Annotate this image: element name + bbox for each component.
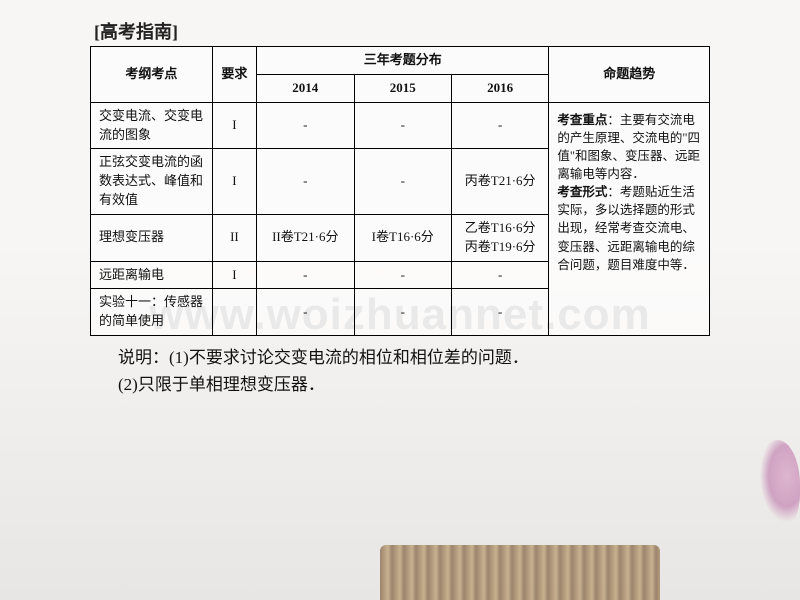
cell-2015: - <box>354 102 451 149</box>
trend-label-2: 考查形式 <box>557 185 607 199</box>
cell-2014: - <box>257 149 354 215</box>
cell-req: I <box>212 102 256 149</box>
cell-2015: I卷T16·6分 <box>354 214 451 261</box>
cell-2016: 乙卷T16·6分 丙卷T19·6分 <box>451 214 548 261</box>
header-row-1: 考纲考点 要求 三年考题分布 命题趋势 <box>91 47 710 75</box>
cell-2015: - <box>354 149 451 215</box>
notes-lead: 说明： <box>118 348 169 367</box>
cell-2014: - <box>257 102 354 149</box>
cell-topic: 交变电流、交变电流的图象 <box>91 102 213 149</box>
cell-2014: II卷T21·6分 <box>257 214 354 261</box>
cell-req: I <box>212 149 256 215</box>
th-2015: 2015 <box>354 74 451 102</box>
cell-topic: 正弦交变电流的函数表达式、峰值和有效值 <box>91 149 213 215</box>
note-2: (2)只限于单相理想变压器． <box>118 375 325 394</box>
cell-2014: - <box>257 261 354 289</box>
cell-2015: - <box>354 289 451 336</box>
cell-2015: - <box>354 261 451 289</box>
cell-topic: 实验十一：传感器的简单使用 <box>91 289 213 336</box>
cell-2014: - <box>257 289 354 336</box>
cell-topic: 远距离输电 <box>91 261 213 289</box>
cell-2016: - <box>451 289 548 336</box>
th-topic: 考纲考点 <box>91 47 213 103</box>
cell-2016: - <box>451 102 548 149</box>
flower-decoration <box>755 440 800 530</box>
cell-trend: 考查重点：主要有交流电的产生原理、交流电的"四值"和图象、变压器、远距离输电等内… <box>549 102 710 335</box>
cell-req <box>212 289 256 336</box>
bamboo-decoration <box>380 545 660 600</box>
cell-req: II <box>212 214 256 261</box>
trend-label-1: 考查重点 <box>557 113 607 127</box>
th-req: 要求 <box>212 47 256 103</box>
note-1: (1)不要求讨论交变电流的相位和相位差的问题． <box>169 348 529 367</box>
th-dist: 三年考题分布 <box>257 47 549 75</box>
exam-table: 考纲考点 要求 三年考题分布 命题趋势 2014 2015 2016 交变电流、… <box>90 46 710 336</box>
th-2014: 2014 <box>257 74 354 102</box>
th-2016: 2016 <box>451 74 548 102</box>
cell-2016: 丙卷T21·6分 <box>451 149 548 215</box>
notes-block: 说明：(1)不要求讨论交变电流的相位和相位差的问题． (2)只限于单相理想变压器… <box>90 344 710 398</box>
cell-2016: - <box>451 261 548 289</box>
table-row: 交变电流、交变电流的图象 I - - - 考查重点：主要有交流电的产生原理、交流… <box>91 102 710 149</box>
main-container: [高考指南] 考纲考点 要求 三年考题分布 命题趋势 2014 2015 201… <box>0 0 800 399</box>
th-trend: 命题趋势 <box>549 47 710 103</box>
page-title: [高考指南] <box>94 18 710 44</box>
cell-topic: 理想变压器 <box>91 214 213 261</box>
cell-req: I <box>212 261 256 289</box>
